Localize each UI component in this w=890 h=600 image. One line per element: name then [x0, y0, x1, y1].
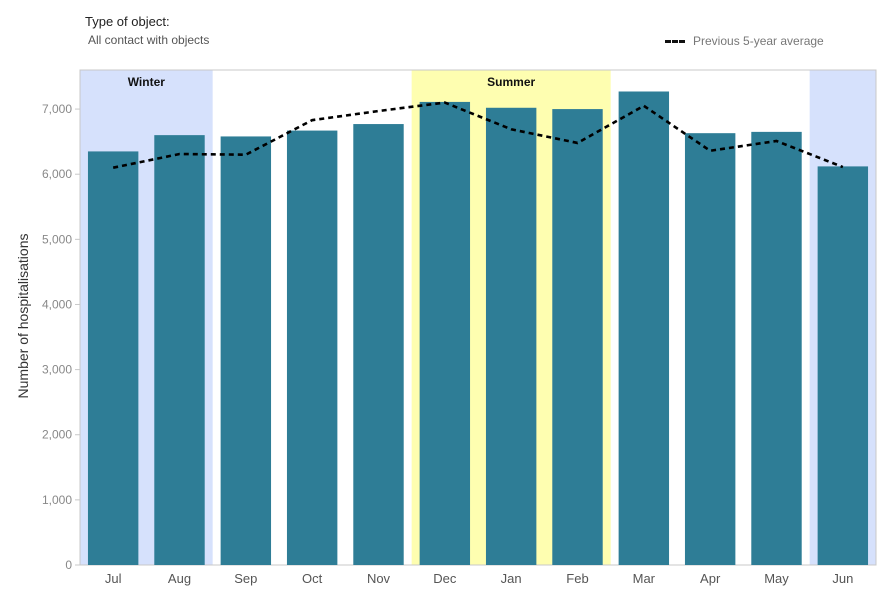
x-tick-label: Feb — [566, 571, 588, 586]
bar-jun — [817, 166, 869, 566]
bar-may — [751, 131, 802, 565]
legend: Previous 5-year average — [665, 34, 824, 48]
bar-apr — [684, 133, 736, 566]
bar-jan — [485, 107, 537, 566]
x-tick-label: May — [764, 571, 789, 586]
average-line — [112, 101, 844, 169]
x-tick-label: Apr — [700, 571, 721, 586]
bar-sep — [220, 136, 272, 565]
bar-nov — [353, 124, 404, 566]
y-tick-label: 4,000 — [42, 297, 72, 311]
season-band-label: Summer — [487, 75, 535, 89]
x-tick-label: Oct — [302, 571, 323, 586]
season-band-label: Winter — [128, 75, 166, 89]
y-tick-label: 2,000 — [42, 428, 72, 442]
legend-dashed-line-icon — [665, 39, 685, 43]
x-tick-label: Sep — [234, 571, 257, 586]
y-tick-label: 7,000 — [42, 102, 72, 116]
bar-jul — [87, 151, 139, 565]
y-tick-label: 3,000 — [42, 363, 72, 377]
filter-value[interactable]: All contact with objects — [88, 33, 210, 47]
bar-aug — [154, 135, 205, 565]
y-tick-label: 5,000 — [42, 232, 72, 246]
x-tick-label: Aug — [168, 571, 191, 586]
x-tick-label: Mar — [633, 571, 656, 586]
filter-title: Type of object: — [85, 14, 170, 29]
x-tick-label: Dec — [433, 571, 457, 586]
x-tick-label: Jan — [501, 571, 522, 586]
y-tick-label: 0 — [65, 558, 72, 572]
y-tick-label: 1,000 — [42, 493, 72, 507]
bar-oct — [286, 130, 338, 565]
x-tick-label: Jul — [105, 571, 122, 586]
x-tick-label: Nov — [367, 571, 391, 586]
x-tick-label: Jun — [832, 571, 853, 586]
plot-frame — [79, 69, 877, 566]
legend-label: Previous 5-year average — [693, 34, 824, 48]
bar-mar — [618, 91, 670, 566]
bar-feb — [552, 109, 603, 565]
y-tick-label: 6,000 — [42, 167, 72, 181]
bar-dec — [419, 101, 471, 565]
